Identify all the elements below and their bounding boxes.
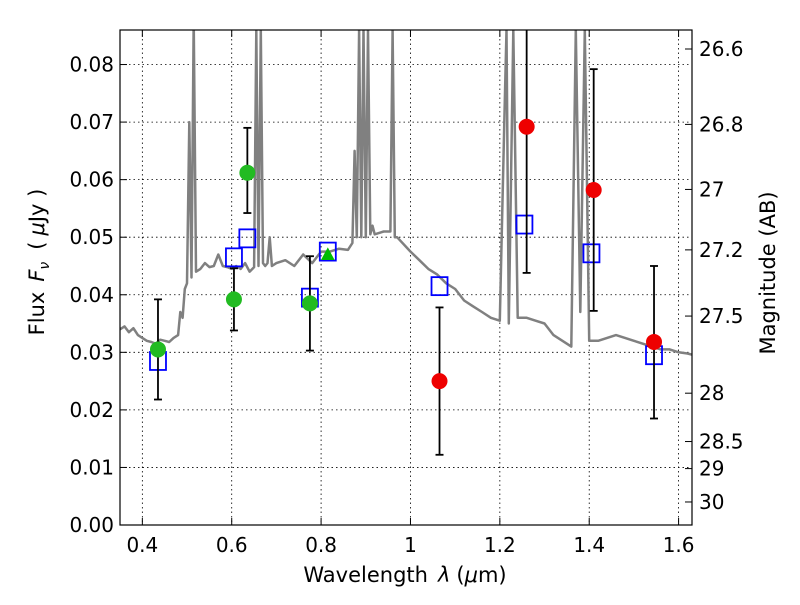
photometry-point (225, 291, 242, 308)
y2-axis-label: Magnitude (AB) (756, 191, 780, 354)
y-tick-label: 0.03 (69, 340, 114, 364)
photometry-point (301, 295, 318, 312)
y2-tick-label: 28 (699, 381, 724, 405)
y-tick-label: 0.04 (69, 283, 114, 307)
x-tick-label: 1.4 (573, 533, 605, 557)
y2-tick-label: 28.5 (699, 430, 744, 454)
y2-tick-label: 26.6 (699, 37, 744, 61)
triangle-marker (320, 247, 335, 260)
photometry-point (585, 182, 602, 199)
photometry-point (518, 118, 535, 135)
plot-area (120, 30, 692, 456)
y-tick-label: 0.08 (69, 53, 114, 77)
y2-tick-label: 30 (699, 490, 724, 514)
photometry-point (431, 373, 448, 390)
x-tick-label: 0.6 (216, 533, 248, 557)
x-tick-label: 1 (404, 533, 417, 557)
y-tick-label: 0.02 (69, 398, 114, 422)
photometry-point (239, 164, 256, 181)
y-tick-label: 0.01 (69, 455, 114, 479)
plot-border (119, 29, 693, 526)
model-square-marker (430, 276, 449, 297)
y2-tick-label: 27 (699, 177, 724, 201)
model-square-marker (582, 243, 601, 264)
model-square-marker (238, 228, 257, 249)
photometry-point (149, 341, 166, 358)
model-square-marker (515, 214, 534, 235)
x-tick-label: 0.8 (305, 533, 337, 557)
x-tick-label: 1.2 (484, 533, 516, 557)
y2-tick-label: 29 (699, 457, 724, 481)
y-axis-label: FluxFν(μJy ) (25, 189, 53, 336)
model-square-marker (318, 241, 337, 262)
spectrum-line (120, 30, 692, 356)
y2-tick-label: 27.2 (699, 238, 744, 262)
y-tick-label: 0.07 (69, 110, 114, 134)
x-tick-label: 0.4 (126, 533, 158, 557)
y2-tick-label: 27.5 (699, 304, 744, 328)
grid (120, 30, 692, 526)
y-tick-label: 0.05 (69, 225, 114, 249)
model-square-marker (225, 247, 243, 268)
photometry-point (646, 333, 663, 350)
x-axis-label: Wavelength λ (μm) (303, 563, 506, 587)
y-tick-label: 0.00 (69, 513, 114, 537)
x-tick-label: 1.6 (663, 533, 695, 557)
y-tick-label: 0.06 (69, 168, 114, 192)
ticks: 0.4 0.6 0.8 1 1.2 1.4 1.6 0.00 0.01 0.02 0.03 0.04 0… (69, 30, 744, 557)
y2-tick-label: 26.8 (699, 112, 744, 136)
axes-frame (119, 29, 693, 526)
